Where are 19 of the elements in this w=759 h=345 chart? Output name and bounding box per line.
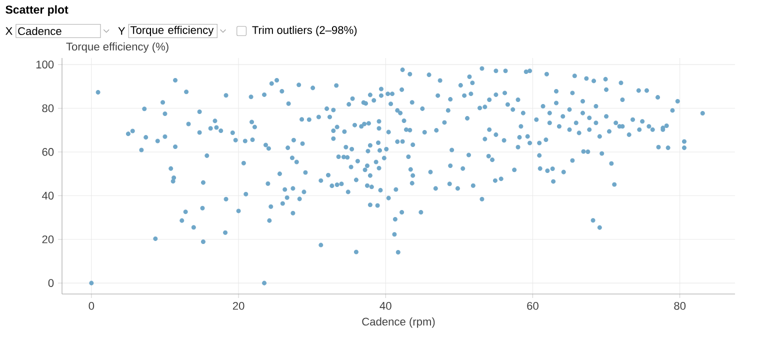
y-axis-title: Torque efficiency (%) <box>66 42 168 53</box>
x-tick-label: 60 <box>527 302 538 310</box>
y-tick-label: 60 <box>42 148 54 156</box>
chart-title: Scatter plot <box>6 5 68 16</box>
text: X <box>6 27 12 35</box>
y-tick-label: 40 <box>42 192 54 200</box>
y-tick-label: 20 <box>42 235 54 244</box>
x-tick-label: 0 <box>88 302 94 310</box>
text: Trim outliers (2–98%) <box>252 26 357 36</box>
y-tick-label: 100 <box>36 60 54 68</box>
x-tick-label: 80 <box>674 302 686 310</box>
text: Torque efficiency <box>130 26 214 36</box>
x-tick-label: 40 <box>380 302 392 310</box>
x-axis-title: Cadence (rpm) <box>362 317 435 328</box>
x-tick-label: 20 <box>232 302 244 310</box>
y-tick-label: 80 <box>42 104 54 112</box>
text: Y <box>118 27 126 35</box>
y-tick-label: 0 <box>48 279 54 287</box>
text: Cadence <box>18 26 62 36</box>
